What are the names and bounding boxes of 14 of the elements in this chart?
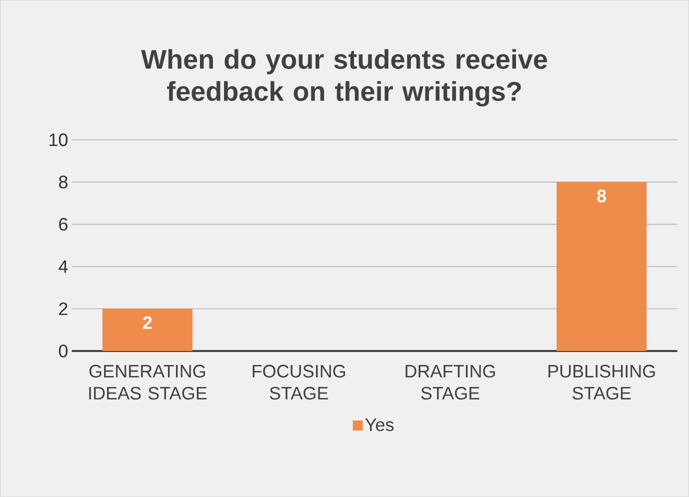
x-tick-label: PUBLISHING STAGE — [548, 364, 655, 400]
x-tick-label: GENERATING IDEAS STAGE — [89, 364, 207, 400]
y-tick-label: 8 — [58, 176, 68, 189]
y-tick-label: 10 — [50, 134, 68, 146]
legend-label: Yes — [365, 418, 394, 432]
data-label: 8 — [597, 190, 606, 202]
data-label: 2 — [143, 316, 152, 329]
y-tick-label: 6 — [59, 218, 68, 231]
x-tick-label: DRAFTING STAGE — [406, 364, 495, 400]
y-tick-label: 2 — [59, 302, 68, 316]
x-tick-label: FOCUSING STAGE — [252, 364, 346, 400]
chart-title: When do your students receive feedback on their writings? — [141, 49, 548, 107]
y-tick-label: 4 — [58, 260, 68, 273]
y-tick-label: 0 — [58, 344, 68, 358]
